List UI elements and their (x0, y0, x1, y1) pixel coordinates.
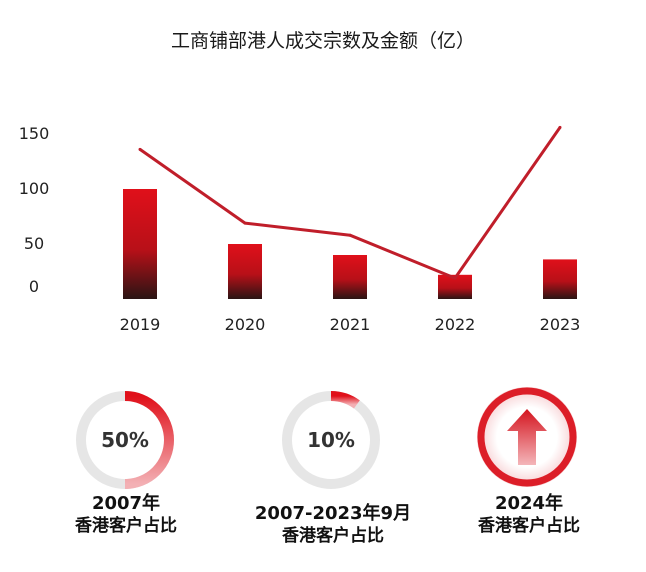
bar-2021 (333, 255, 367, 299)
bar-2020 (228, 244, 262, 299)
chart-title: 工商铺部港人成交宗数及金额（亿） (170, 30, 475, 52)
stat-caption: 香港客户占比 (478, 516, 580, 536)
x-tick-label: 2022 (435, 315, 476, 334)
stat-caption: 香港客户占比 (75, 516, 177, 536)
stat-caption: 香港客户占比 (282, 526, 384, 546)
y-tick-label: 0 (29, 277, 39, 296)
line-point-2023 (558, 125, 562, 129)
bar-2023 (543, 259, 577, 299)
stat-ring-1: 50% (76, 391, 174, 489)
donut-arc (330, 391, 360, 409)
stat-label-3: 2024年 香港客户占比 (419, 493, 639, 537)
donut-arc (124, 391, 174, 489)
stat-label-1: 2007年 香港客户占比 (16, 493, 236, 537)
stat-year: 2007-2023年9月 (254, 503, 412, 524)
y-tick-label: 100 (19, 179, 50, 198)
y-tick-label: 150 (19, 124, 50, 143)
bar-2019 (123, 189, 157, 299)
donut-percent: 50% (101, 428, 149, 452)
line-point-2021 (348, 233, 352, 237)
line-point-2019 (138, 147, 142, 151)
stat-ring-3 (477, 387, 577, 487)
line-point-2020 (243, 221, 247, 225)
stat-ring-2: 10% (282, 391, 380, 489)
arrow-ring (477, 387, 577, 487)
stat-label-2: 2007-2023年9月 香港客户占比 (223, 503, 443, 547)
line-point-2022 (453, 276, 457, 280)
y-tick-label: 50 (24, 234, 44, 253)
up-arrow-icon (507, 409, 547, 465)
x-tick-label: 2019 (120, 315, 161, 334)
stat-year: 2007年 (91, 493, 161, 514)
stat-year: 2024年 (494, 493, 564, 514)
x-tick-label: 2021 (330, 315, 371, 334)
donut-percent: 10% (307, 428, 355, 452)
x-tick-label: 2020 (225, 315, 266, 334)
x-tick-label: 2023 (540, 315, 581, 334)
